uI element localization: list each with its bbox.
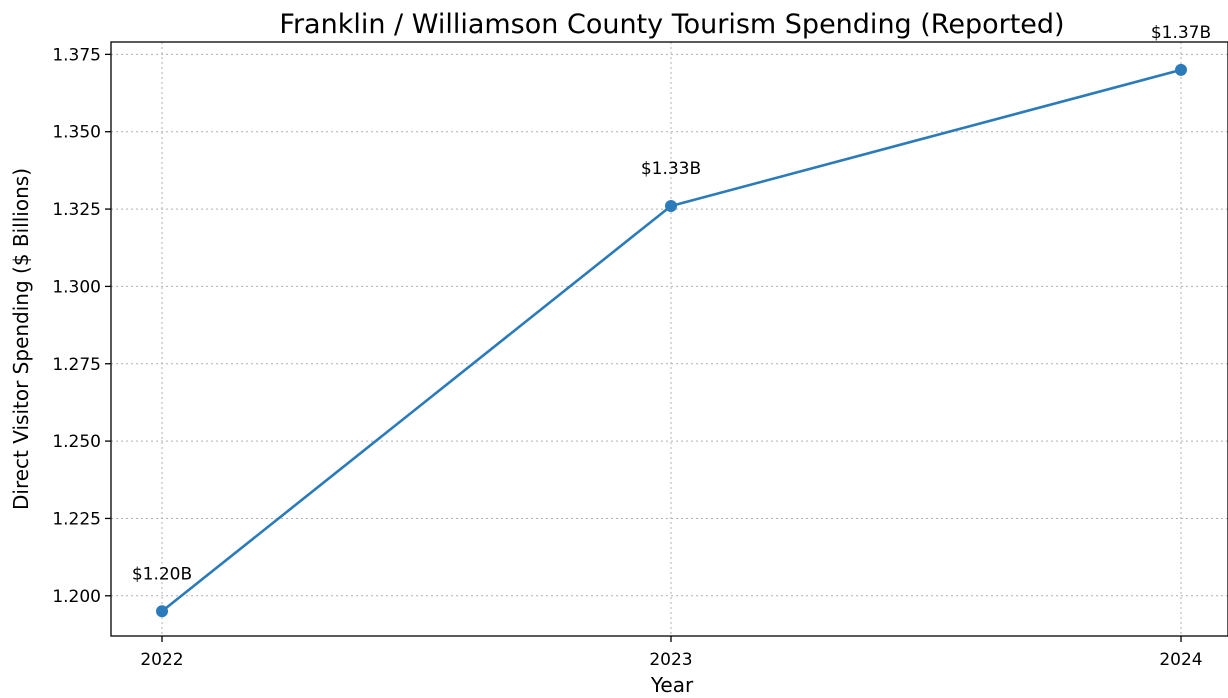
data-value-label: $1.20B <box>132 564 192 584</box>
chart-title: Franklin / Williamson County Tourism Spe… <box>279 9 1064 40</box>
series-layer <box>156 63 1187 618</box>
x-tick-label: 2023 <box>649 650 692 670</box>
data-value-label: $1.37B <box>1151 23 1211 43</box>
series-line <box>160 68 1183 613</box>
ticks-layer: 1.200 1.225 1.250 1.275 1.300 1.325 1.350 1.375… <box>52 45 1202 670</box>
x-tick-label: 2022 <box>140 650 183 670</box>
y-tick-label: 1.200 <box>52 587 101 607</box>
grid-layer <box>111 42 1228 636</box>
plot-area-frame <box>110 41 1228 637</box>
data-point-marker <box>156 605 168 618</box>
y-tick-label: 1.275 <box>52 355 101 375</box>
axes-layer <box>110 41 1228 637</box>
y-tick-label: 1.350 <box>52 123 101 143</box>
x-tick-label: 2024 <box>1159 650 1202 670</box>
y-tick-label: 1.300 <box>52 277 101 297</box>
data-labels-layer: $1.20B $1.33B $1.37B <box>132 23 1211 584</box>
data-point-marker <box>1175 63 1187 76</box>
y-tick-label: 1.225 <box>52 509 101 529</box>
y-axis-label: Direct Visitor Spending ($ Billions) <box>9 168 33 510</box>
data-point-marker <box>665 199 677 212</box>
data-value-label: $1.33B <box>641 159 701 179</box>
x-axis-label: Year <box>650 673 694 697</box>
y-tick-label: 1.325 <box>52 200 101 220</box>
y-tick-label: 1.375 <box>52 45 101 65</box>
y-tick-label: 1.250 <box>52 432 101 452</box>
